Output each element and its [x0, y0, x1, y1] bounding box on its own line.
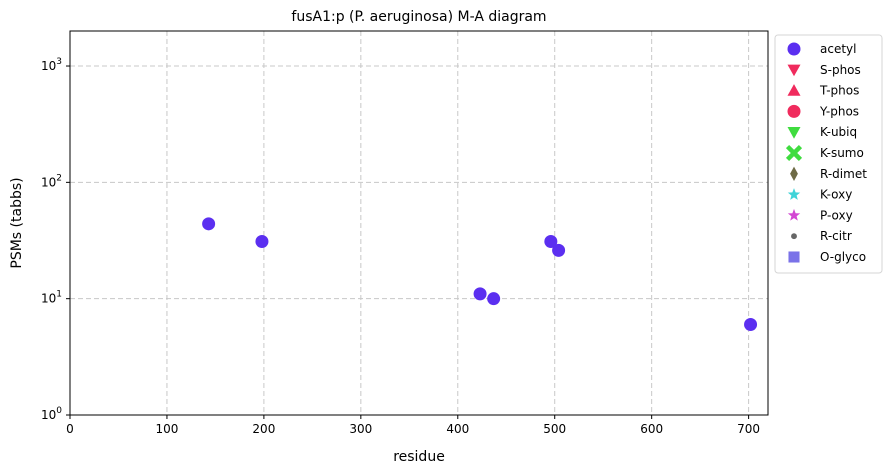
legend-label: R-dimet: [820, 167, 867, 181]
legend-marker: [785, 144, 803, 162]
data-point-acetyl: [473, 287, 487, 301]
data-point-acetyl: [744, 317, 758, 331]
data-point-acetyl: [487, 292, 501, 306]
data-point-acetyl: [255, 235, 269, 249]
legend-box: [774, 34, 883, 274]
data-point-acetyl: [202, 217, 216, 231]
x-tick-label: 500: [543, 422, 566, 436]
legend-label: R-citr: [820, 229, 852, 243]
legend-label: acetyl: [820, 42, 856, 56]
data-points: [202, 217, 758, 331]
legend: acetyl S-phos T-phos Y-phos K-ubiq K-sumo R-di…: [774, 34, 883, 274]
legend-marker: [787, 64, 801, 77]
y-axis-label: PSMs (tabbs): [9, 177, 25, 268]
y-tick-label: 102: [41, 173, 62, 189]
x-tick-label: 600: [640, 422, 663, 436]
x-tick-label: 0: [66, 422, 74, 436]
grid-lines: [70, 31, 768, 415]
legend-marker: [790, 166, 798, 181]
y-tick-label: 103: [41, 57, 62, 73]
legend-label: K-ubiq: [820, 125, 857, 139]
legend-label: K-sumo: [820, 146, 864, 160]
legend-marker: [787, 188, 801, 200]
data-point-acetyl: [544, 235, 558, 249]
x-tick-label: 200: [252, 422, 275, 436]
x-tick-label: 100: [155, 422, 178, 436]
x-tick-label: 300: [349, 422, 372, 436]
legend-label: O-glyco: [820, 250, 866, 264]
y-tick-label: 100: [41, 406, 62, 422]
legend-label: S-phos: [820, 63, 861, 77]
legend-label: Y-phos: [819, 104, 859, 118]
legend-marker: [787, 84, 801, 96]
legend-marker: [788, 251, 800, 263]
x-tick-label: 700: [737, 422, 760, 436]
legend-marker: [787, 208, 801, 221]
legend-marker: [787, 104, 801, 118]
y-axis-ticks: 100 101 102 103: [41, 57, 70, 422]
legend-label: P-oxy: [820, 208, 853, 222]
plot-frame: [69, 30, 769, 416]
chart-title: fusA1:p (P. aeruginosa) M-A diagram: [291, 9, 546, 25]
legend-marker: [787, 42, 801, 56]
legend-marker: [787, 127, 801, 139]
legend-marker: [791, 233, 797, 240]
legend-label: K-oxy: [820, 188, 852, 202]
legend-label: T-phos: [819, 84, 859, 98]
x-axis-label: residue: [393, 449, 445, 465]
x-axis-ticks: 0 100 200 300 400 500 600 700: [66, 415, 760, 436]
x-tick-label: 400: [446, 422, 469, 436]
y-tick-label: 101: [41, 290, 62, 306]
data-point-acetyl: [552, 243, 566, 257]
